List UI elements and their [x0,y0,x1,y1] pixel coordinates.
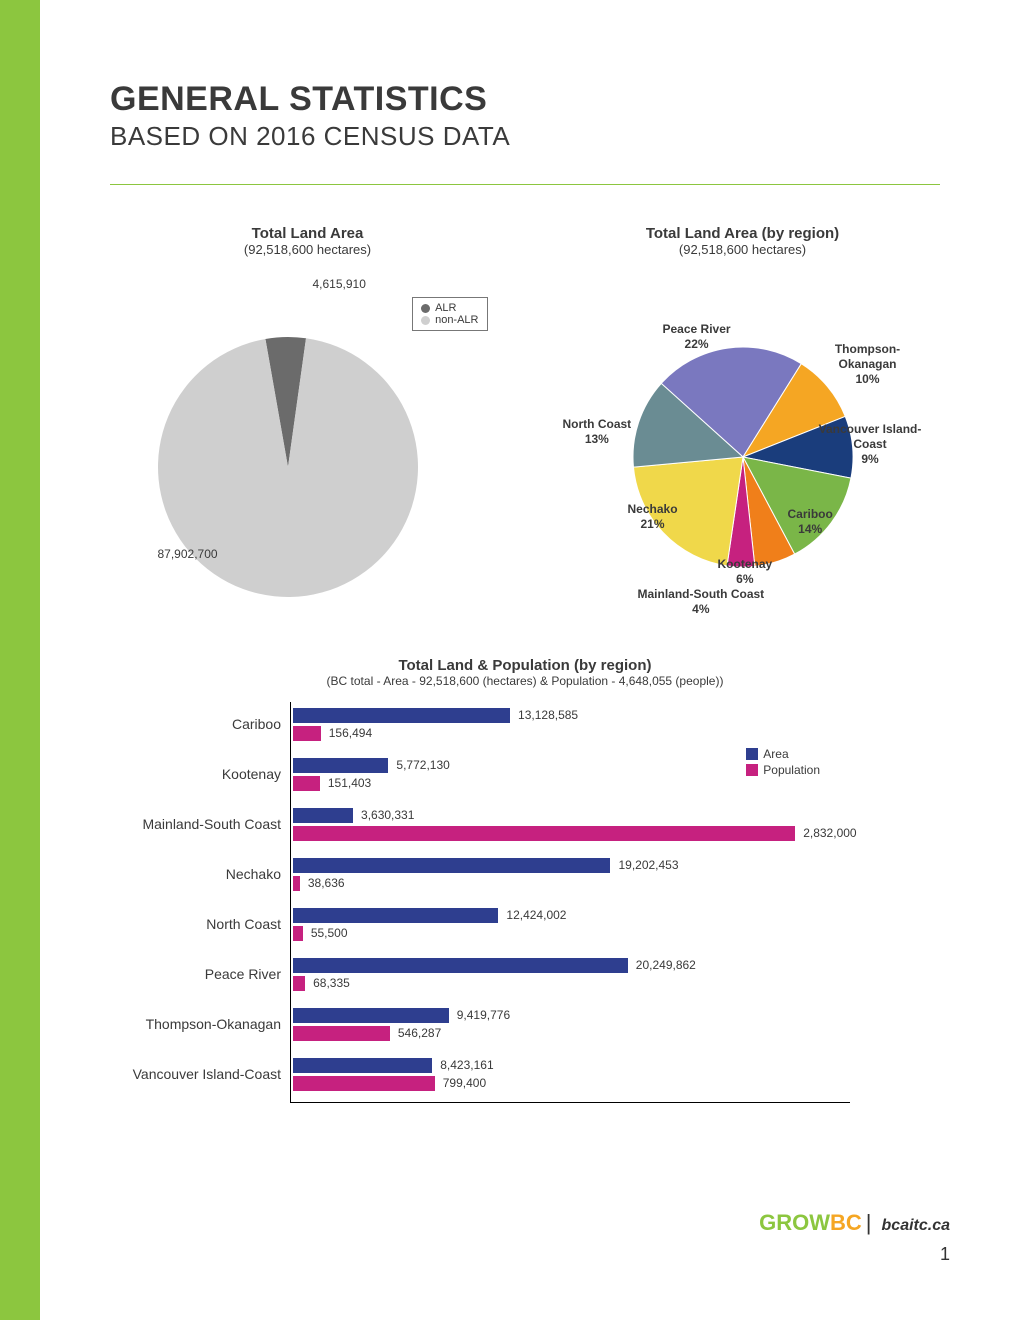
pie2-slice-label: Nechako21% [628,502,678,532]
bar-chart: Area Population Cariboo13,128,585156,494… [290,702,850,1103]
pie1-subtitle: (92,518,600 hectares) [110,242,505,257]
accent-sidebar [0,0,40,1320]
bar-area-value: 20,249,862 [636,958,696,972]
bar-category-label: Nechako [111,866,281,882]
brand: GROWBC | bcaitc.ca [759,1210,950,1236]
bar-category-label: Vancouver Island-Coast [111,1066,281,1082]
bar-area: 13,128,585 [293,708,510,723]
pie1-box: Total Land Area (92,518,600 hectares) 4,… [110,225,505,627]
bar-pop-value: 151,403 [328,776,371,790]
bar-area: 20,249,862 [293,958,628,973]
bar-population: 2,832,000 [293,826,795,841]
pie1-legend-row: ALR [421,302,478,314]
pie2-slice-label: Kootenay6% [718,557,773,587]
bar-pair: 8,423,161 799,400 [291,1052,435,1094]
bar-row: North Coast12,424,00255,500 [291,902,850,952]
bar-area: 12,424,002 [293,908,498,923]
bar-area: 3,630,331 [293,808,353,823]
pie2-wrap: Peace River22% Thompson-Okanagan10% Vancou… [563,267,923,627]
bar-area-value: 9,419,776 [457,1008,510,1022]
bar-pair: 13,128,585 156,494 [291,702,510,744]
bar-category-label: Thompson-Okanagan [111,1016,281,1032]
bar-area-value: 8,423,161 [440,1058,493,1072]
bar-area: 9,419,776 [293,1008,449,1023]
bar-pop-value: 156,494 [329,726,372,740]
bar-category-label: Cariboo [111,716,281,732]
pie1-wrap: 4,615,910 87,902,700 ALR non-ALR [128,267,488,627]
bar-population: 151,403 [293,776,320,791]
bar-population: 55,500 [293,926,303,941]
divider-line [110,184,940,185]
bar-area-value: 5,772,130 [396,758,449,772]
bar-pair: 19,202,453 38,636 [291,852,610,894]
page-title: GENERAL STATISTICS [110,80,940,119]
pie1-legend-nonalr: non-ALR [435,314,478,326]
bar-area: 5,772,130 [293,758,388,773]
bar-population: 799,400 [293,1076,435,1091]
pie1-swatch-nonalr [421,316,430,325]
bar-row: Peace River20,249,86268,335 [291,952,850,1002]
bar-row: Cariboo13,128,585156,494 [291,702,850,752]
bar-title: Total Land & Population (by region) [110,657,940,674]
brand-divider: | [866,1210,872,1236]
pie1-swatch-alr [421,304,430,313]
bar-pop-value: 68,335 [313,976,350,990]
bar-area-value: 12,424,002 [506,908,566,922]
bar-row: Vancouver Island-Coast8,423,161799,400 [291,1052,850,1102]
bar-pop-value: 546,287 [398,1026,441,1040]
brand-bc: BC [830,1210,862,1236]
page-subtitle: BASED ON 2016 CENSUS DATA [110,121,940,152]
brand-grow: GROW [759,1210,830,1236]
pie-charts-row: Total Land Area (92,518,600 hectares) 4,… [110,225,940,627]
bar-category-label: Mainland-South Coast [111,816,281,832]
bar-category-label: North Coast [111,916,281,932]
pie1-legend: ALR non-ALR [412,297,487,331]
bar-area-value: 13,128,585 [518,708,578,722]
pie2-subtitle: (92,518,600 hectares) [545,242,940,257]
bar-pop-value: 38,636 [308,876,345,890]
bar-population: 156,494 [293,726,321,741]
pie1-legend-row: non-ALR [421,314,478,326]
page-number: 1 [759,1244,950,1265]
footer: GROWBC | bcaitc.ca 1 [759,1210,950,1265]
pie2-slice-label: Vancouver Island-Coast9% [818,422,923,467]
bar-pop-value: 55,500 [311,926,348,940]
bar-row: Nechako19,202,45338,636 [291,852,850,902]
bar-pop-value: 799,400 [443,1076,486,1090]
bar-area: 8,423,161 [293,1058,432,1073]
bar-area: 19,202,453 [293,858,610,873]
page-content: GENERAL STATISTICS BASED ON 2016 CENSUS … [110,80,940,1103]
pie1-title: Total Land Area [110,225,505,242]
bar-population: 38,636 [293,876,300,891]
pie2-slice-label: Mainland-South Coast4% [638,587,765,617]
brand-site: bcaitc.ca [882,1217,950,1235]
bar-category-label: Peace River [111,966,281,982]
bar-section: Total Land & Population (by region) (BC … [110,657,940,1103]
bar-area-value: 3,630,331 [361,808,414,822]
bar-pair: 3,630,331 2,832,000 [291,802,795,844]
bar-population: 68,335 [293,976,305,991]
bar-pair: 9,419,776 546,287 [291,1002,449,1044]
bar-row: Mainland-South Coast3,630,3312,832,000 [291,802,850,852]
bar-subtitle: (BC total - Area - 92,518,600 (hectares)… [110,674,940,688]
pie1-label-alr: 4,615,910 [313,277,366,292]
pie2-box: Total Land Area (by region) (92,518,600 … [545,225,940,627]
pie1-legend-alr: ALR [435,302,456,314]
pie2-slice-label: Cariboo14% [788,507,833,537]
bar-pop-value: 2,832,000 [803,826,856,840]
bar-pair: 5,772,130 151,403 [291,752,388,794]
pie2-slice-label: Thompson-Okanagan10% [813,342,923,387]
bar-area-value: 19,202,453 [618,858,678,872]
bar-pair: 12,424,002 55,500 [291,902,498,944]
pie2-title: Total Land Area (by region) [545,225,940,242]
bar-pair: 20,249,862 68,335 [291,952,628,994]
bar-row: Kootenay5,772,130151,403 [291,752,850,802]
pie2-slice-label: North Coast13% [563,417,632,447]
pie1-label-nonalr: 87,902,700 [158,547,218,562]
bar-category-label: Kootenay [111,766,281,782]
bar-population: 546,287 [293,1026,390,1041]
pie2-slice-label: Peace River22% [663,322,731,352]
bar-row: Thompson-Okanagan9,419,776546,287 [291,1002,850,1052]
